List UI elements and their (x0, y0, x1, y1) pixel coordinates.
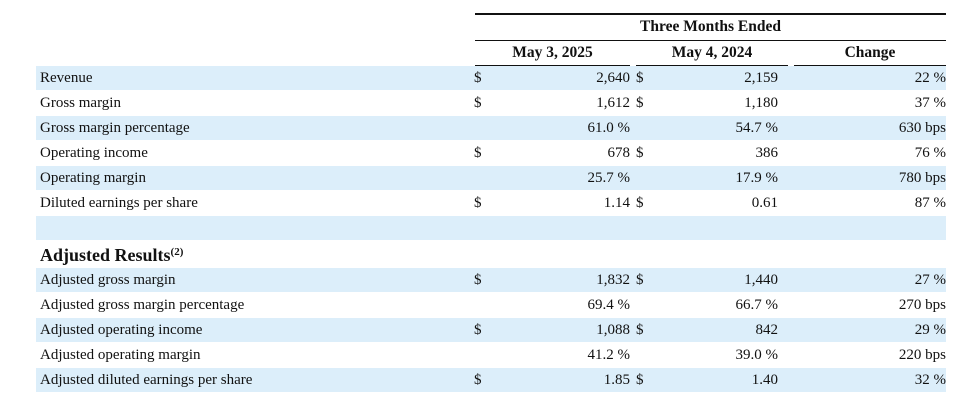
table-row: Adjusted operating margin 41.2 % 39.0 % … (36, 343, 946, 367)
row-label: Adjusted gross margin percentage (40, 297, 245, 313)
value-2025: 41.2 % (587, 347, 631, 363)
value-2025: 2,640 (596, 70, 630, 86)
currency-symbol: $ (636, 372, 644, 388)
table-row: Adjusted gross margin percentage 69.4 % … (36, 293, 946, 317)
currency-symbol: $ (474, 145, 482, 161)
change-value: 27 % (914, 272, 946, 288)
row-label: Gross margin (40, 95, 121, 111)
group-header-underline (475, 40, 946, 41)
currency-symbol: $ (636, 70, 644, 86)
value-2025: 1,612 (596, 95, 630, 111)
currency-symbol: $ (474, 372, 482, 388)
table-row: Diluted earnings per share $ 1.14 $ 0.61… (36, 191, 946, 215)
row-label: Operating income (40, 145, 148, 161)
value-2024: 0.61 (751, 195, 778, 211)
currency-symbol: $ (474, 322, 482, 338)
currency-symbol: $ (474, 95, 482, 111)
currency-symbol: $ (474, 272, 482, 288)
table-row: Operating margin 25.7 % 17.9 % 780 bps (36, 166, 946, 190)
col1-header-underline (475, 65, 630, 66)
three-months-ended-header: Three Months Ended (640, 18, 781, 35)
value-2025: 1.85 (603, 372, 630, 388)
change-value: 37 % (914, 95, 946, 111)
value-2024: 39.0 % (735, 347, 779, 363)
row-label: Gross margin percentage (40, 120, 190, 136)
column-header-change: Change (844, 44, 896, 61)
table-row: Revenue $ 2,640 $ 2,159 22 % (36, 66, 946, 90)
change-value: 29 % (914, 322, 946, 338)
value-2024: 386 (755, 145, 779, 161)
value-2025: 61.0 % (587, 120, 631, 136)
value-2025: 69.4 % (587, 297, 631, 313)
row-label: Operating margin (40, 170, 146, 186)
col2-header-underline (636, 65, 788, 66)
currency-symbol: $ (474, 70, 482, 86)
value-2024: 2,159 (744, 70, 778, 86)
currency-symbol: $ (636, 145, 644, 161)
value-2024: 17.9 % (735, 170, 779, 186)
value-2025: 678 (607, 145, 631, 161)
change-value: 780 bps (898, 170, 946, 186)
row-label: Adjusted operating margin (40, 347, 201, 363)
change-value: 76 % (914, 145, 946, 161)
table-row: Adjusted gross margin $ 1,832 $ 1,440 27… (36, 268, 946, 292)
row-label: Adjusted diluted earnings per share (40, 372, 253, 388)
change-value: 87 % (914, 195, 946, 211)
adjusted-results-heading: Adjusted Results(2) (40, 240, 183, 267)
table-row: Adjusted operating income $ 1,088 $ 842 … (36, 318, 946, 342)
row-label: Adjusted operating income (40, 322, 203, 338)
change-value: 22 % (914, 70, 946, 86)
section-title: Adjusted Results (40, 245, 171, 265)
value-2024: 1,440 (744, 272, 778, 288)
value-2025: 1,088 (596, 322, 630, 338)
value-2025: 1,832 (596, 272, 630, 288)
table-row: Gross margin percentage 61.0 % 54.7 % 63… (36, 116, 946, 140)
currency-symbol: $ (636, 95, 644, 111)
row-label: Revenue (40, 70, 93, 86)
value-2024: 842 (755, 322, 779, 338)
table-row: Operating income $ 678 $ 386 76 % (36, 141, 946, 165)
col3-header-underline (794, 65, 946, 66)
value-2025: 1.14 (603, 195, 630, 211)
spacer-row (36, 216, 946, 240)
column-header-may-4-2024: May 4, 2024 (671, 44, 753, 61)
change-value: 630 bps (898, 120, 946, 136)
currency-symbol: $ (474, 195, 482, 211)
value-2024: 66.7 % (735, 297, 779, 313)
row-label: Adjusted gross margin (40, 272, 176, 288)
change-value: 270 bps (898, 297, 946, 313)
value-2025: 25.7 % (587, 170, 631, 186)
column-header-may-3-2025: May 3, 2025 (512, 44, 593, 61)
table-row: Adjusted diluted earnings per share $ 1.… (36, 368, 946, 392)
header-top-rule (475, 13, 946, 15)
table-row: Gross margin $ 1,612 $ 1,180 37 % (36, 91, 946, 115)
value-2024: 1,180 (744, 95, 778, 111)
change-value: 32 % (914, 372, 946, 388)
currency-symbol: $ (636, 195, 644, 211)
currency-symbol: $ (636, 322, 644, 338)
row-label: Diluted earnings per share (40, 195, 198, 211)
value-2024: 54.7 % (735, 120, 779, 136)
currency-symbol: $ (636, 272, 644, 288)
change-value: 220 bps (898, 347, 946, 363)
value-2024: 1.40 (751, 372, 778, 388)
section-footnote: (2) (170, 246, 184, 258)
